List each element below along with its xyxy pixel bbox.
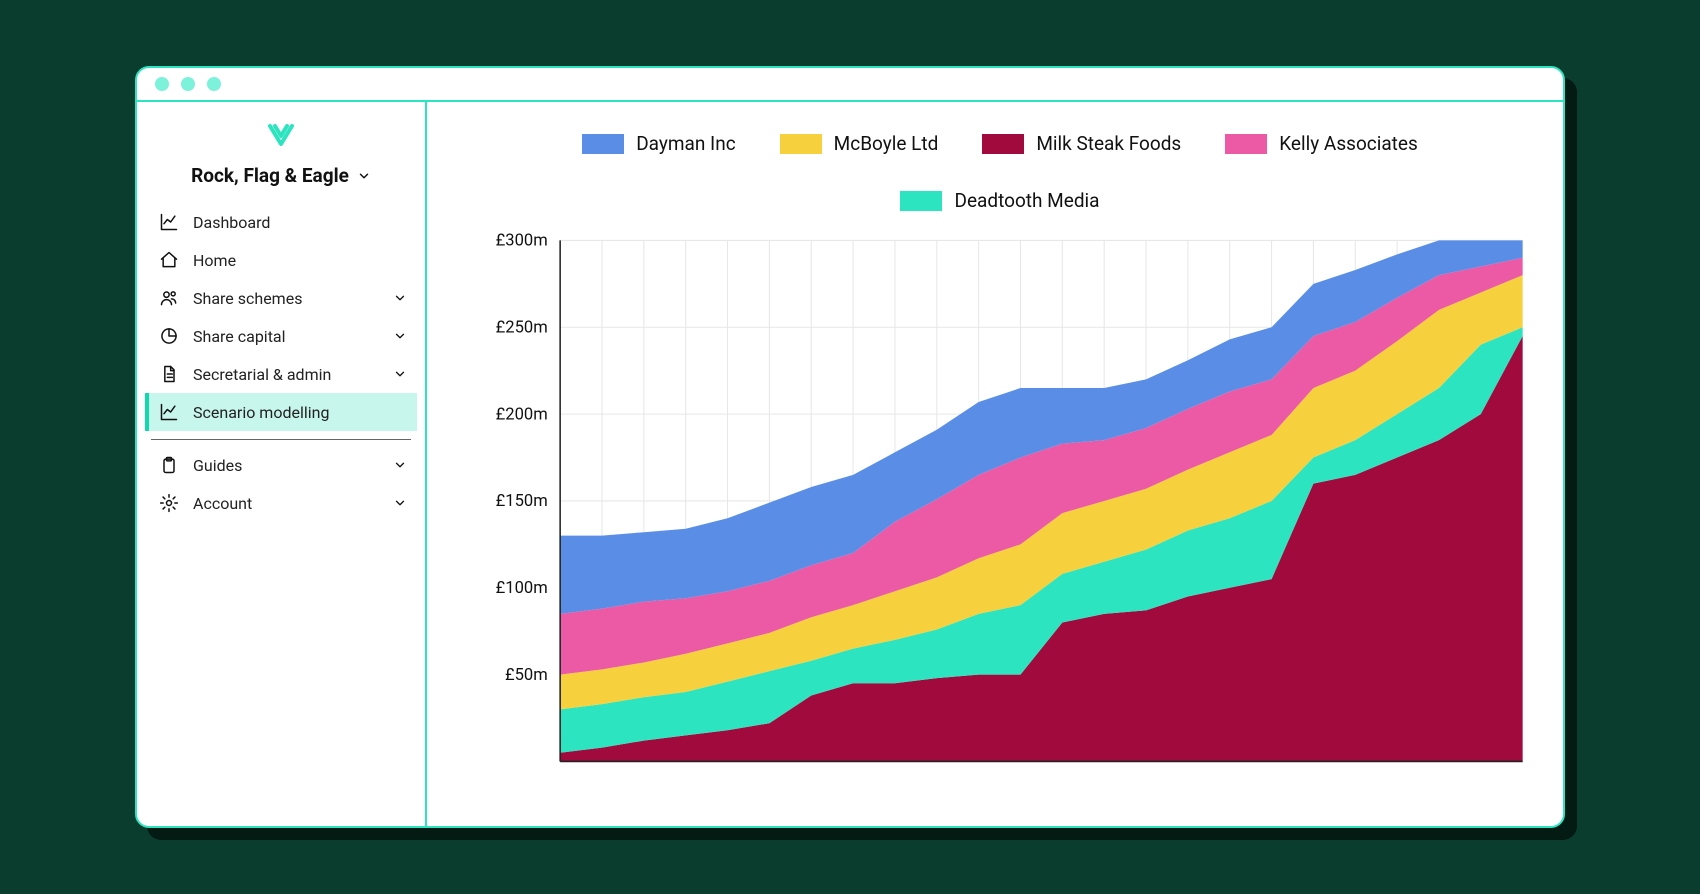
- sidebar-item-label: Scenario modelling: [193, 403, 407, 422]
- window-dot: [181, 77, 195, 91]
- app-window: Rock, Flag & Eagle Dashboard Home Share sc…: [135, 66, 1565, 828]
- legend-swatch: [982, 134, 1024, 154]
- sidebar-item-label: Secretarial & admin: [193, 365, 379, 384]
- legend-label: McBoyle Ltd: [834, 132, 939, 155]
- main-panel: Dayman Inc McBoyle Ltd Milk Steak Foods Kel…: [427, 102, 1563, 826]
- sidebar-item-account[interactable]: Account: [145, 484, 417, 522]
- legend-item[interactable]: Milk Steak Foods: [982, 132, 1181, 155]
- nav-separator: [151, 439, 411, 440]
- gear-icon: [159, 493, 179, 513]
- nav-secondary: Guides Account: [137, 446, 425, 522]
- sidebar-item-label: Share capital: [193, 327, 379, 346]
- legend-item[interactable]: Dayman Inc: [582, 132, 735, 155]
- chart-container: £50m £100m £150m £200m £250m £300m: [467, 230, 1533, 814]
- chart-icon: [159, 212, 179, 232]
- window-dot: [155, 77, 169, 91]
- legend-label: Milk Steak Foods: [1036, 132, 1181, 155]
- chevron-down-icon: [393, 367, 407, 381]
- sidebar-item-label: Home: [193, 251, 407, 270]
- legend-swatch: [582, 134, 624, 154]
- chart-icon: [159, 402, 179, 422]
- sidebar-item-label: Guides: [193, 456, 379, 475]
- sidebar-item-scenario-modelling[interactable]: Scenario modelling: [145, 393, 417, 431]
- pie-icon: [159, 326, 179, 346]
- chevron-down-icon: [357, 169, 371, 183]
- sidebar-item-label: Share schemes: [193, 289, 379, 308]
- logo-icon: [266, 122, 296, 150]
- sidebar-item-label: Account: [193, 494, 379, 513]
- home-icon: [159, 250, 179, 270]
- chevron-down-icon: [393, 458, 407, 472]
- content-area: Rock, Flag & Eagle Dashboard Home Share sc…: [137, 102, 1563, 826]
- doc-icon: [159, 364, 179, 384]
- org-name: Rock, Flag & Eagle: [191, 164, 349, 187]
- legend-item[interactable]: Kelly Associates: [1225, 132, 1418, 155]
- chevron-down-icon: [393, 496, 407, 510]
- titlebar: [137, 68, 1563, 102]
- sidebar-item-dashboard[interactable]: Dashboard: [145, 203, 417, 241]
- sidebar-item-secretarial-admin[interactable]: Secretarial & admin: [145, 355, 417, 393]
- chart-legend: Dayman Inc McBoyle Ltd Milk Steak Foods Kel…: [467, 132, 1533, 212]
- chevron-down-icon: [393, 329, 407, 343]
- legend-swatch: [780, 134, 822, 154]
- y-tick-label: £200m: [496, 405, 548, 424]
- nav-primary: Dashboard Home Share schemes Share capital S…: [137, 203, 425, 431]
- sidebar: Rock, Flag & Eagle Dashboard Home Share sc…: [137, 102, 427, 826]
- legend-label: Dayman Inc: [636, 132, 735, 155]
- y-tick-label: £50m: [505, 666, 548, 685]
- sidebar-item-share-capital[interactable]: Share capital: [145, 317, 417, 355]
- sidebar-item-home[interactable]: Home: [145, 241, 417, 279]
- legend-swatch: [900, 191, 942, 211]
- sidebar-item-share-schemes[interactable]: Share schemes: [145, 279, 417, 317]
- y-tick-label: £300m: [496, 232, 548, 251]
- window-dot: [207, 77, 221, 91]
- chevron-down-icon: [393, 291, 407, 305]
- y-tick-label: £250m: [496, 318, 548, 337]
- legend-label: Deadtooth Media: [954, 189, 1099, 212]
- sidebar-item-label: Dashboard: [193, 213, 407, 232]
- legend-item[interactable]: McBoyle Ltd: [780, 132, 939, 155]
- people-icon: [159, 288, 179, 308]
- legend-item[interactable]: Deadtooth Media: [900, 189, 1099, 212]
- y-tick-label: £100m: [496, 579, 548, 598]
- y-tick-label: £150m: [496, 492, 548, 511]
- clipboard-icon: [159, 455, 179, 475]
- org-selector[interactable]: Rock, Flag & Eagle: [137, 158, 425, 203]
- legend-label: Kelly Associates: [1279, 132, 1418, 155]
- stacked-area-chart: £50m £100m £150m £200m £250m £300m: [467, 230, 1533, 814]
- logo: [137, 116, 425, 158]
- sidebar-item-guides[interactable]: Guides: [145, 446, 417, 484]
- legend-swatch: [1225, 134, 1267, 154]
